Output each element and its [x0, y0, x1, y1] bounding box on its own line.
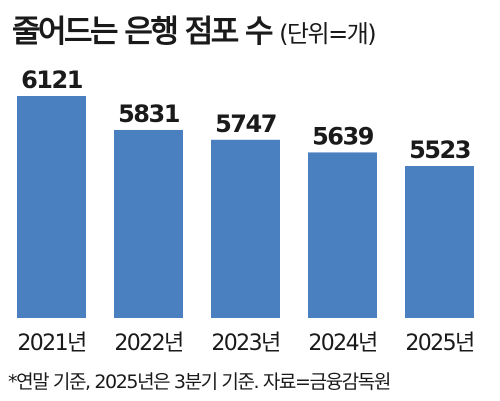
value-label-2024년: 5639 — [312, 122, 374, 150]
bar-2021년 — [17, 96, 86, 318]
category-label-2023년: 2023년 — [211, 331, 279, 356]
category-label-2022년: 2022년 — [114, 331, 182, 356]
unit-label: (단위=개) — [279, 20, 377, 48]
chart-title-block: 줄어드는 은행 점포 수 (단위=개) — [12, 6, 377, 52]
bar-2022년 — [114, 129, 183, 318]
category-label-2021년: 2021년 — [17, 331, 85, 356]
value-label-2022년: 5831 — [118, 100, 180, 128]
chart-title: 줄어드는 은행 점포 수 — [12, 14, 274, 50]
footnote: *연말 기준, 2025년은 3분기 기준. 자료=금융감독원 — [8, 371, 391, 393]
bar-2025년 — [405, 166, 474, 318]
value-label-2021년: 6121 — [21, 66, 83, 94]
value-label-2025년: 5523 — [409, 136, 470, 164]
category-label-2024년: 2024년 — [308, 331, 376, 356]
bar-2023년 — [211, 139, 280, 318]
value-label-2023년: 5747 — [215, 110, 276, 138]
category-label-2025년: 2025년 — [405, 331, 473, 356]
bar-2024년 — [308, 152, 377, 318]
